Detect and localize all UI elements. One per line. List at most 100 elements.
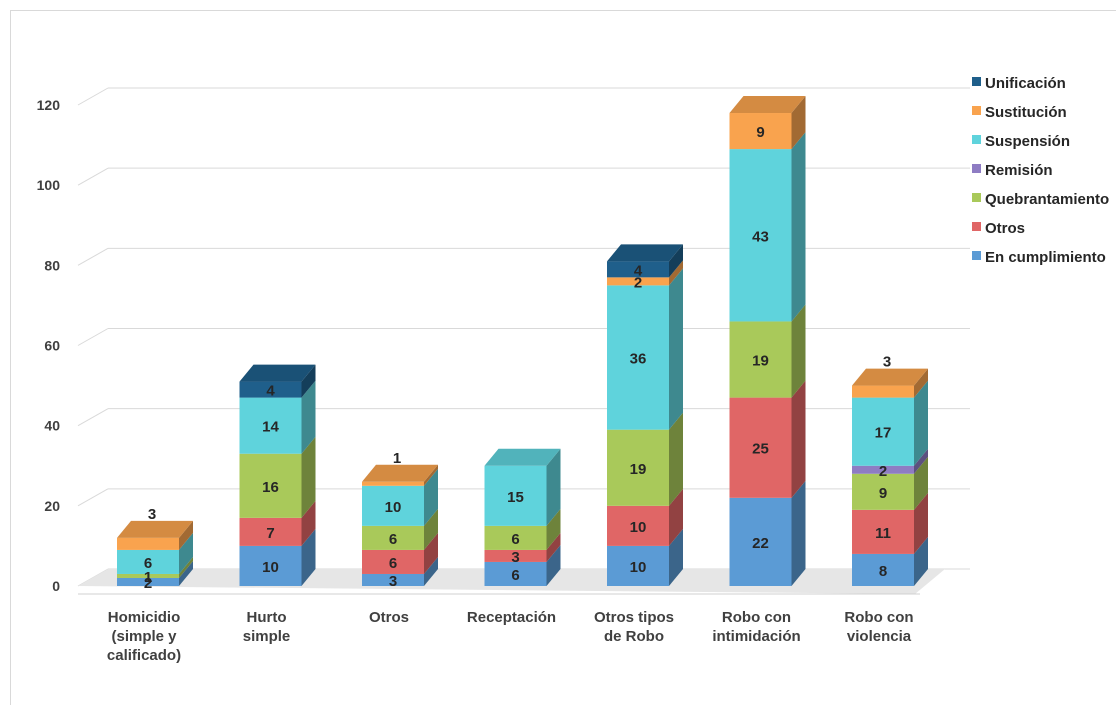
bar-segment-front bbox=[607, 277, 669, 286]
data-label: 6 bbox=[389, 555, 397, 572]
category-label: intimidación bbox=[712, 628, 800, 645]
legend: Unificación Sustitución Suspensión Remisión… bbox=[972, 75, 1109, 266]
bar-segment-front bbox=[362, 549, 424, 574]
data-label: 43 bbox=[752, 228, 769, 245]
bar-segment-front bbox=[729, 321, 792, 398]
category-label: Otros bbox=[369, 609, 409, 626]
data-label: 1 bbox=[144, 569, 152, 586]
data-label: 3 bbox=[389, 573, 397, 590]
y-axis: 0 20 40 60 80 100 120 bbox=[37, 97, 61, 594]
bar-segment-side bbox=[546, 508, 561, 550]
bar-segment-front bbox=[852, 385, 914, 398]
bar-segment-side bbox=[669, 260, 683, 286]
legend-swatch bbox=[972, 106, 981, 115]
bar-segment-front bbox=[362, 481, 424, 486]
data-label: 4 bbox=[634, 262, 643, 279]
data-label: 19 bbox=[752, 353, 769, 370]
bar-segment-side bbox=[301, 528, 316, 586]
bar-top bbox=[239, 364, 316, 382]
legend-label: En cumplimiento bbox=[985, 249, 1106, 266]
bar-segment-front bbox=[117, 537, 179, 550]
bar-segment-front bbox=[729, 497, 792, 586]
bar-segment-front bbox=[852, 473, 914, 510]
y-tick-label: 20 bbox=[44, 498, 60, 514]
bar-segment-side bbox=[546, 544, 561, 586]
bar-segment-side bbox=[546, 448, 561, 526]
legend-label: Quebrantamiento bbox=[985, 191, 1109, 208]
data-label: 10 bbox=[262, 559, 279, 576]
bar-segment-front bbox=[484, 549, 547, 562]
category-label: Otros tipos bbox=[594, 609, 674, 626]
category-label: Homicidio bbox=[108, 609, 181, 626]
data-label: 4 bbox=[266, 383, 275, 400]
bar-segment-front bbox=[852, 509, 914, 554]
bar-segment-front bbox=[239, 381, 302, 398]
data-label: 16 bbox=[262, 479, 279, 496]
data-label: 11 bbox=[875, 525, 891, 542]
chart-frame bbox=[10, 10, 1116, 705]
legend-swatch bbox=[972, 193, 981, 202]
bar-segment-front bbox=[852, 465, 914, 474]
gridline-side bbox=[77, 408, 109, 427]
legend-label: Remisión bbox=[985, 162, 1053, 179]
bar-segment-side bbox=[669, 268, 683, 430]
bar-segment-side bbox=[669, 412, 683, 506]
bar-segment-front bbox=[729, 149, 792, 322]
legend-swatch bbox=[972, 164, 981, 173]
data-label: 6 bbox=[144, 555, 152, 572]
gridline-side bbox=[77, 87, 109, 106]
bar-segment-front bbox=[852, 553, 914, 586]
bar-segment-front bbox=[484, 561, 547, 586]
data-label: 19 bbox=[630, 461, 647, 478]
bar-segment-side bbox=[301, 364, 316, 398]
category-label: (simple y bbox=[111, 628, 177, 645]
gridline-side bbox=[77, 167, 109, 186]
gridline-side bbox=[77, 247, 109, 266]
bar-segment-front bbox=[362, 525, 424, 550]
bar-segment-side bbox=[546, 532, 561, 562]
bars bbox=[117, 96, 928, 586]
gridline-side bbox=[77, 488, 109, 507]
data-label: 9 bbox=[756, 124, 764, 141]
data-label: 2 bbox=[634, 274, 642, 291]
bar-segment-front bbox=[239, 397, 302, 454]
bar-segment-side bbox=[791, 480, 806, 586]
data-label: 10 bbox=[630, 519, 647, 536]
bar-segment-side bbox=[424, 468, 438, 526]
bar-segment-side bbox=[791, 380, 806, 498]
legend-swatch bbox=[972, 77, 981, 86]
bar-segment-front bbox=[607, 261, 669, 278]
y-tick-label: 0 bbox=[52, 578, 60, 594]
bar-segment-front bbox=[607, 545, 669, 586]
bar-segment-side bbox=[791, 132, 806, 322]
bar-segment-front bbox=[729, 113, 792, 150]
data-label: 6 bbox=[389, 531, 397, 548]
category-label: Receptación bbox=[467, 609, 556, 626]
data-label: 6 bbox=[511, 567, 519, 584]
data-label: 17 bbox=[875, 425, 892, 442]
legend-label: Unificación bbox=[985, 75, 1066, 92]
bar-segment-side bbox=[179, 520, 193, 550]
bar-segment-side bbox=[301, 500, 316, 546]
bar-segment-front bbox=[852, 397, 914, 466]
bar-segment-front bbox=[239, 453, 302, 518]
x-axis: Homicidio (simple y calificado) Hurto simple… bbox=[107, 609, 914, 664]
bar-segment-front bbox=[484, 525, 547, 550]
bar-top bbox=[852, 368, 928, 386]
y-tick-label: 60 bbox=[44, 338, 60, 354]
legend-label: Otros bbox=[985, 220, 1025, 237]
legend-swatch bbox=[972, 251, 981, 260]
data-labels: 2163107161443661016361510101936242225194… bbox=[144, 124, 892, 592]
bar-segment-front bbox=[729, 397, 792, 498]
category-label: Robo con bbox=[844, 609, 913, 626]
data-label: 10 bbox=[630, 559, 647, 576]
data-label: 6 bbox=[511, 531, 519, 548]
bar-top bbox=[484, 448, 561, 466]
bar-segment-front bbox=[484, 465, 547, 526]
legend-swatch bbox=[972, 135, 981, 144]
category-label: violencia bbox=[847, 628, 912, 645]
data-label: 9 bbox=[879, 485, 887, 502]
bar-segment-front bbox=[239, 545, 302, 586]
category-label: Hurto bbox=[247, 609, 287, 626]
